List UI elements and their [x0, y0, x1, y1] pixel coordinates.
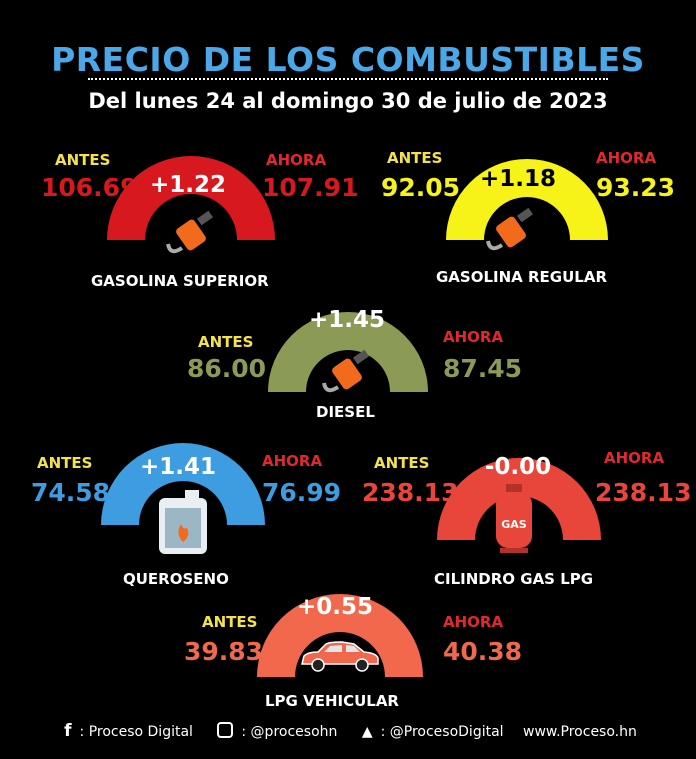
footer-instagram[interactable]: : @procesohn	[212, 722, 342, 740]
gas-cylinder-icon: GAS	[496, 484, 532, 553]
after-value: 40.38	[443, 637, 523, 666]
title-divider	[88, 78, 608, 80]
fuel-name: LPG VEHICULAR	[265, 692, 399, 710]
instagram-icon	[217, 722, 234, 738]
before-label: ANTES	[387, 149, 443, 167]
before-label: ANTES	[202, 613, 258, 631]
svg-text:GAS: GAS	[501, 518, 527, 531]
price-change: +0.55	[296, 594, 374, 620]
price-change: -0.00	[484, 454, 552, 480]
before-label: ANTES	[55, 151, 111, 169]
after-label: AHORA	[266, 151, 327, 169]
fuel-name: CILINDRO GAS LPG	[434, 570, 594, 588]
before-value: 92.05	[381, 173, 461, 202]
after-label: AHORA	[443, 328, 504, 346]
after-label: AHORA	[262, 452, 323, 470]
before-value: 39.83	[184, 637, 264, 666]
fuel-name: QUEROSENO	[123, 570, 229, 588]
after-label: AHORA	[596, 149, 657, 167]
before-value: 74.58	[31, 478, 111, 507]
page-subtitle: Del lunes 24 al domingo 30 de julio de 2…	[88, 89, 608, 113]
page-title: PRECIO DE LOS COMBUSTIBLES	[51, 40, 645, 79]
fuel-nozzle-icon	[486, 207, 534, 251]
fuel-canister-icon	[159, 490, 207, 554]
fuel-name: DIESEL	[316, 403, 375, 421]
car-icon	[301, 641, 379, 672]
footer-website[interactable]: www.Proceso.hn	[523, 724, 637, 740]
before-value: 238.13	[362, 478, 459, 507]
after-value: 93.23	[596, 173, 676, 202]
twitter-icon: ▲	[361, 724, 373, 740]
footer-twitter[interactable]: ▲: @ProcesoDigital	[361, 724, 504, 740]
price-change: +1.45	[308, 307, 386, 333]
facebook-icon: f	[64, 721, 72, 741]
after-value: 107.91	[262, 173, 359, 202]
price-change: +1.41	[139, 454, 217, 480]
before-label: ANTES	[198, 333, 254, 351]
footer-facebook[interactable]: f: Proceso Digital	[64, 721, 193, 741]
price-change: +1.18	[479, 166, 557, 192]
before-value: 106.69	[41, 173, 138, 202]
fuel-name: GASOLINA REGULAR	[436, 268, 608, 286]
before-label: ANTES	[37, 454, 93, 472]
after-value: 238.13	[595, 478, 692, 507]
after-label: AHORA	[604, 449, 665, 467]
before-label: ANTES	[374, 454, 430, 472]
after-label: AHORA	[443, 613, 504, 631]
price-change: +1.22	[149, 172, 227, 198]
fuel-name: GASOLINA SUPERIOR	[91, 272, 269, 290]
fuel-nozzle-icon	[322, 349, 370, 393]
after-value: 87.45	[443, 354, 523, 383]
after-value: 76.99	[262, 478, 342, 507]
fuel-nozzle-icon	[166, 210, 214, 254]
footer: f: Proceso Digital : @procesohn ▲: @Proc…	[0, 721, 696, 741]
before-value: 86.00	[187, 354, 267, 383]
